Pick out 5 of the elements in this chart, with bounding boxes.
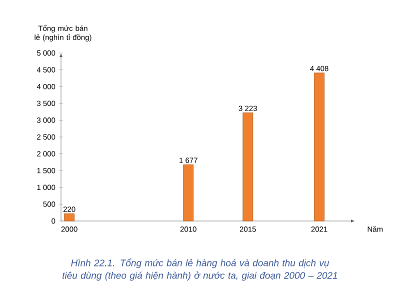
- bar: [242, 112, 254, 222]
- bar: [314, 72, 324, 222]
- text: Hình 22.1. Tổng mức bán lẻ hàng hoá và doanh thu dịch vụ tiêu dùng (theo giá hiện hành) ở nước ta, giai đoạn 2000 – 2021: [62, 258, 338, 281]
- bar: [64, 213, 75, 222]
- bar: [183, 164, 194, 222]
